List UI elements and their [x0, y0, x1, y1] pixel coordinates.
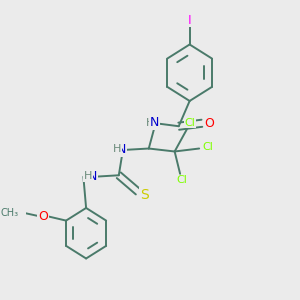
Text: O: O — [38, 210, 48, 223]
Text: Cl: Cl — [176, 175, 187, 185]
Text: O: O — [205, 117, 214, 130]
Text: N: N — [88, 170, 98, 183]
Text: Cl: Cl — [202, 142, 213, 152]
Text: CH₃: CH₃ — [0, 208, 18, 218]
Text: S: S — [140, 188, 149, 202]
Text: H: H — [113, 144, 121, 154]
Text: H: H — [84, 171, 92, 181]
Text: H: H — [146, 118, 154, 128]
Text: N: N — [117, 143, 126, 156]
Text: Cl: Cl — [184, 118, 195, 128]
Text: N: N — [149, 116, 159, 129]
Text: I: I — [188, 14, 191, 27]
